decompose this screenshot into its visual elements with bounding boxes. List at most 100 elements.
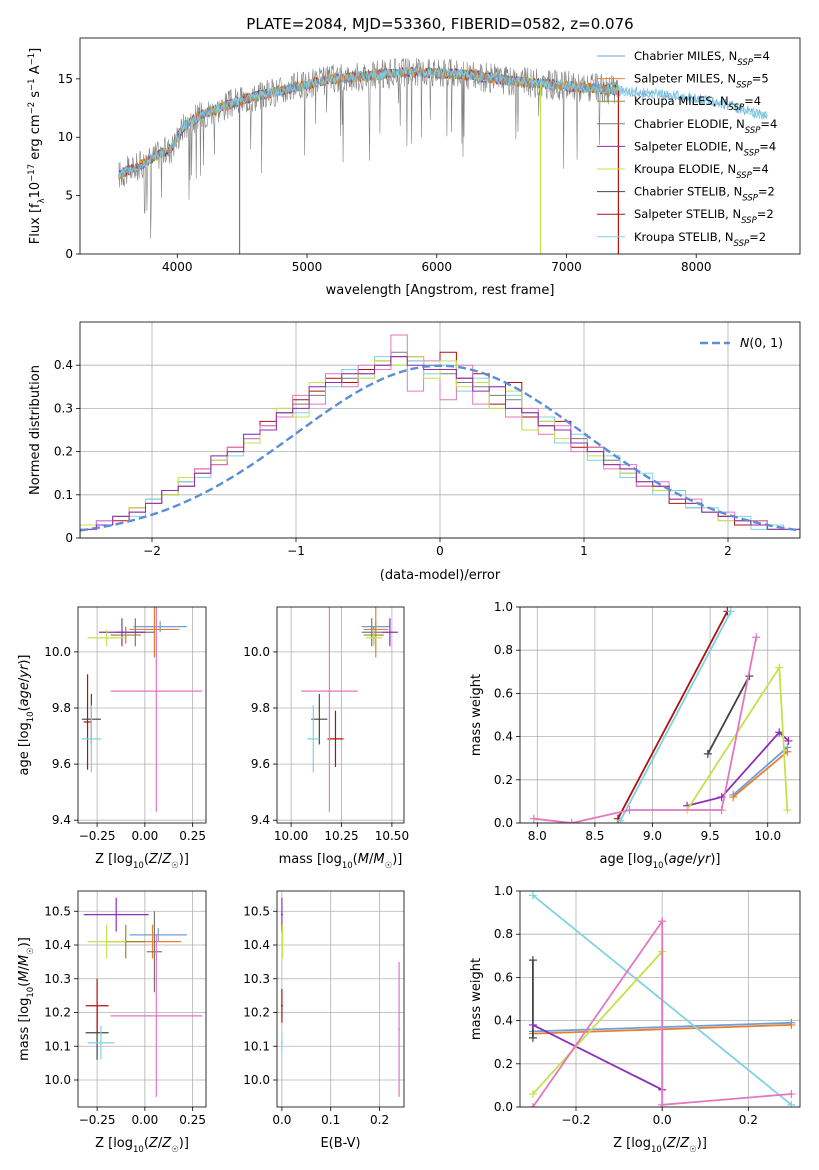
x-axis-label: E(B-V) <box>320 1136 360 1151</box>
x-axis-label: Z [log10(Z/Z☉)] <box>95 852 189 871</box>
label-part: Z <box>148 852 159 867</box>
y-tick-label: 10.2 <box>44 1006 71 1020</box>
plot-area <box>118 57 768 254</box>
label-part: ( <box>353 852 358 867</box>
y-tick-label: 0.2 <box>494 773 513 787</box>
legend-label: Salpeter ELODIE, NSSP=4 <box>634 139 776 158</box>
axes-frame-layer: 10.00 10.25 10.50 9.4 9.6 9.8 10.0 <box>243 606 409 843</box>
weight-marker <box>616 816 625 823</box>
axes-frame <box>79 37 801 255</box>
weight-marker <box>567 819 576 823</box>
y-tick-label: 9.6 <box>52 757 71 771</box>
weight-line <box>617 610 729 820</box>
axes-frame-layer: −0.2 0.0 0.2 0.0 0.2 0.4 0.6 0.8 1.0 <box>494 884 801 1127</box>
axes-frame <box>77 606 207 824</box>
weight-line <box>532 918 792 1107</box>
x-tick-label: 0.1 <box>321 1113 340 1127</box>
label-part: 10 <box>653 861 664 871</box>
weight-vs-z-panel: −0.2 0.0 0.20.00.20.40.60.81.0Z [log10(Z/Z… <box>469 884 801 1155</box>
weight-line <box>686 731 790 807</box>
weight-marker <box>787 1090 796 1099</box>
y-tick-label: 10.3 <box>243 972 270 986</box>
legend-label: Chabrier MILES, NSSP=4 <box>634 49 770 68</box>
label-part: SSP <box>742 194 758 204</box>
weight-line <box>732 746 788 796</box>
y-tick-label: 0.6 <box>494 686 513 700</box>
y-tick-label: 10.2 <box>243 1006 270 1020</box>
weight-marker <box>775 663 784 672</box>
y-axis-label: Normed distribution <box>28 365 43 495</box>
label-part: =2 <box>749 230 766 244</box>
label-part: ☉ <box>171 861 179 871</box>
x-axis-label: Z [log10(Z/Z☉)] <box>613 1136 707 1155</box>
mass-vs-z-panel: −0.25 0.00 0.25 10.0 10.1 10.2 10.3 10.4 10.5 Z [… <box>17 890 207 1155</box>
label-part: Z [log <box>95 852 133 867</box>
label-part: / <box>369 852 374 867</box>
label-part: Salpeter MILES, N <box>634 72 736 86</box>
label-part: SSP <box>736 171 752 181</box>
x-tick-label: 6000 <box>421 260 452 274</box>
y-tick-label: 0.6 <box>494 970 513 984</box>
axes-frame <box>519 890 801 1108</box>
axes-frame <box>276 606 405 824</box>
label-part: =4 <box>759 139 776 153</box>
x-tick-label: 10.25 <box>324 829 358 843</box>
label-part: / <box>676 1136 681 1151</box>
x-axis-label: age [log10(age/yr)] <box>600 852 721 871</box>
label-part: M <box>17 971 32 982</box>
weight-marker <box>528 1090 537 1099</box>
y-tick-label: 0.2 <box>54 445 73 459</box>
label-part: −1 <box>27 53 37 66</box>
axes-frame-layer: 0.0 0.1 0.2 10.0 10.1 10.2 10.3 10.4 10.5 <box>243 890 405 1127</box>
spectrum-panel: 4000 5000 6000 7000 8000 0 5 10 15 Chabrier MILES… <box>27 37 801 298</box>
label-part: 10 <box>26 711 36 722</box>
x-tick-label: 5000 <box>292 260 323 274</box>
label-part: mass [log <box>279 852 342 867</box>
y-tick-label: 10.0 <box>44 1073 71 1087</box>
label-part: E(B-V) <box>320 1136 360 1151</box>
label-part: yr <box>696 852 712 867</box>
mass-vs-ebv-panel: 0.0 0.1 0.2 10.0 10.1 10.2 10.3 10.4 10.5 E(B-V) <box>243 890 405 1151</box>
label-part: =4 <box>752 162 769 176</box>
label-part: )] <box>710 852 720 867</box>
x-tick-label: 7000 <box>551 260 582 274</box>
y-tick-label: 0.0 <box>494 816 513 830</box>
y-tick-label: 15 <box>58 72 73 86</box>
y-tick-label: 10.1 <box>44 1039 71 1053</box>
x-tick-label: 0.2 <box>370 1113 389 1127</box>
label-part: / <box>17 677 32 682</box>
age-vs-z-panel: −0.25 0.00 0.259.49.69.810.0Z [log10(Z/Z☉)… <box>17 606 207 871</box>
label-part: ☉ <box>26 947 36 955</box>
weight-marker <box>703 749 712 758</box>
weight-marker <box>726 607 735 616</box>
weight-marker <box>775 728 784 737</box>
legend-label: Chabrier STELIB, NSSP=2 <box>634 185 775 204</box>
x-tick-label: 0.0 <box>272 1113 291 1127</box>
label-part: ☉ <box>171 1145 179 1155</box>
y-tick-label: 0.8 <box>494 927 513 941</box>
y-tick-label: 9.4 <box>52 813 71 827</box>
label-part: M <box>17 955 32 966</box>
plot-area <box>81 607 203 812</box>
normal-curve <box>80 364 800 532</box>
weight-marker <box>729 793 738 802</box>
weight-line <box>532 1024 663 1091</box>
x-tick-label: −0.25 <box>79 1113 116 1127</box>
y-axis-label: Flux [fλ10−17 erg cm−2 s−1 A−1] <box>27 48 47 244</box>
axes-frame-layer: 4000 5000 6000 7000 8000 0 5 10 15 Chabrier MILES… <box>58 37 801 274</box>
y-tick-label: 0.2 <box>494 1057 513 1071</box>
x-tick-label: 9.0 <box>643 829 662 843</box>
y-tick-label: 10.5 <box>44 904 71 918</box>
x-tick-label: 1 <box>580 544 588 558</box>
x-tick-label: −0.2 <box>561 1113 590 1127</box>
weight-marker <box>528 1020 537 1029</box>
label-part: ( <box>662 1136 667 1151</box>
label-part: 10 <box>651 1145 662 1155</box>
x-tick-label: 0.25 <box>179 829 206 843</box>
label-part: A <box>28 65 43 78</box>
x-axis-label: Z [log10(Z/Z☉)] <box>95 1136 189 1155</box>
label-part: 10 <box>28 182 43 199</box>
x-tick-label: −1 <box>287 544 305 558</box>
y-axis-label: age [log10(age/yr)] <box>17 655 36 776</box>
y-tick-label: 0.4 <box>54 358 73 372</box>
